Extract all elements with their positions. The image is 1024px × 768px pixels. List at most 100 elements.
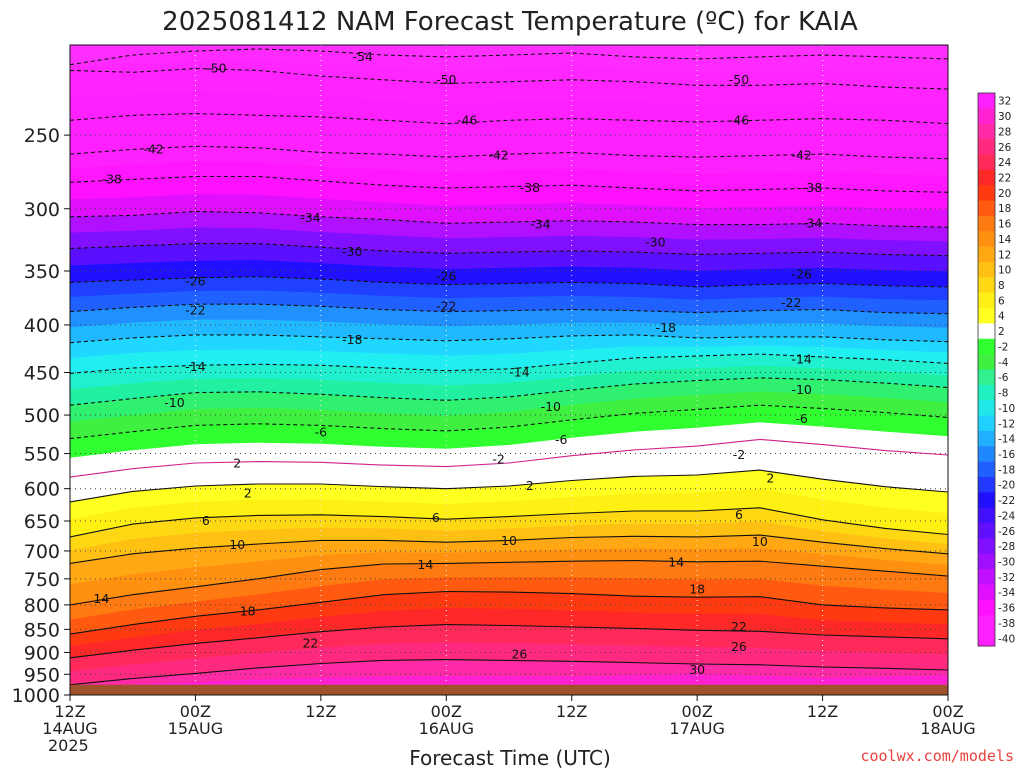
contour-label: -50 (729, 72, 749, 87)
contour-label: -42 (488, 148, 508, 163)
contour-label: 22 (731, 619, 747, 634)
contour-line (70, 590, 948, 635)
contour-label: -6 (795, 411, 808, 426)
colorbar-swatch (978, 277, 995, 294)
colorbar-label: 26 (998, 142, 1012, 154)
x-tick-label: 14AUG (42, 719, 97, 738)
y-tick-label: 650 (24, 511, 60, 533)
y-tick-label: 450 (24, 363, 60, 385)
colorbar-swatch (978, 630, 995, 647)
colorbar-label: -36 (998, 603, 1015, 615)
plot-area: -50 -54 -50 -50 -46 -46 -42 -42 -42 -38 -38 -38 -34 -… (69, 44, 949, 696)
colorbar-swatch (978, 308, 995, 324)
contour-label: 14 (93, 591, 109, 606)
contour-label: -38 (520, 180, 540, 195)
contour-label: 26 (731, 639, 747, 654)
contour-label: -42 (791, 148, 811, 163)
contour-label: -18 (656, 320, 676, 335)
contour-label: -46 (729, 112, 749, 127)
colorbar-swatch (978, 384, 995, 401)
contour-label: 10 (752, 534, 768, 549)
y-tick-label: 700 (24, 541, 60, 563)
contour-lines (70, 48, 948, 686)
contour-label: -34 (300, 210, 320, 225)
colorbar-label: -28 (998, 541, 1015, 553)
colorbar-label: 6 (998, 295, 1005, 307)
colorbar-label: -14 (998, 434, 1015, 446)
temperature-fill (70, 45, 948, 695)
colorbar-swatch (978, 507, 995, 524)
contour-label: 26 (511, 647, 527, 662)
contour-label: -14 (791, 352, 811, 367)
contour-label: -14 (185, 359, 205, 374)
colorbar-label: 20 (998, 188, 1011, 200)
colorbar-label: -18 (998, 464, 1015, 476)
colorbar-swatch (978, 169, 995, 186)
contour-line (70, 404, 948, 440)
colorbar-label: 8 (998, 280, 1005, 292)
x-tick-label: 12Z (807, 702, 838, 721)
y-tick-label: 250 (24, 125, 60, 147)
x-tick-label: 18AUG (920, 719, 975, 738)
colorbar-swatch (978, 123, 995, 140)
y-tick-label: 1000 (12, 685, 60, 707)
ground-below-surface (70, 684, 948, 695)
contour-label: 2 (233, 456, 241, 471)
colorbar-label: 32 (998, 96, 1011, 108)
colorbar-swatch (978, 400, 995, 417)
x-tick-label: 00Z (932, 702, 963, 721)
contour-label: -38 (102, 171, 122, 186)
contour-label: -38 (802, 180, 822, 195)
contour-label: -18 (342, 332, 362, 347)
contour-line (70, 659, 948, 686)
y-tick-label: 600 (24, 479, 60, 501)
contour-label: -42 (143, 141, 163, 156)
contour-label: -22 (436, 298, 456, 313)
contour-label: 10 (229, 537, 245, 552)
colorbar-label: -2 (998, 341, 1008, 353)
colorbar-label: -24 (998, 510, 1015, 522)
x-tick-label: 17AUG (669, 719, 724, 738)
colorbar-swatch (978, 200, 995, 217)
colorbar-label: 28 (998, 126, 1011, 138)
colorbar-swatch (978, 338, 995, 355)
colorbar-label: -6 (998, 372, 1009, 384)
contour-label: -30 (645, 234, 665, 249)
contour-label: 6 (202, 513, 210, 528)
colorbar-swatch (978, 292, 995, 309)
colorbar-swatch (978, 477, 995, 493)
colorbar-label: 22 (998, 172, 1011, 184)
contour-label: 6 (432, 510, 440, 525)
colorbar-label: -30 (998, 557, 1015, 569)
colorbar-label: -40 (998, 633, 1015, 645)
contour-label: -54 (352, 49, 372, 64)
colorbar-label: -12 (998, 418, 1015, 430)
contour-label: -26 (791, 266, 811, 281)
colorbar-label: -26 (998, 526, 1015, 538)
x-tick-label: 00Z (180, 702, 211, 721)
colorbar-label: -38 (998, 618, 1015, 630)
contour-label: 22 (302, 635, 318, 650)
contour-label: -6 (315, 424, 328, 439)
colorbar-label: 16 (998, 219, 1012, 231)
contour-label: 6 (735, 507, 743, 522)
colorbar-swatch (978, 369, 995, 386)
contour-label: 2 (244, 485, 252, 500)
plot-frame (69, 44, 949, 696)
colorbar-swatch (978, 492, 995, 509)
colorbar-swatch (978, 185, 995, 202)
colorbar-swatch (978, 538, 995, 555)
x-tick-label: 15AUG (168, 719, 223, 738)
contour-label: -26 (436, 269, 456, 284)
colorbar-label: 4 (998, 311, 1005, 323)
colorbar-label: -20 (998, 480, 1015, 492)
colorbar-label: 10 (998, 265, 1011, 277)
contour-label: 2 (526, 478, 534, 493)
contour-label: -50 (206, 61, 226, 76)
x-tick-label: 00Z (431, 702, 462, 721)
contour-label: 10 (501, 533, 517, 548)
x-tick-label: 12Z (54, 702, 85, 721)
contour-label: -34 (530, 217, 550, 232)
colorbar-label: -16 (998, 449, 1015, 461)
